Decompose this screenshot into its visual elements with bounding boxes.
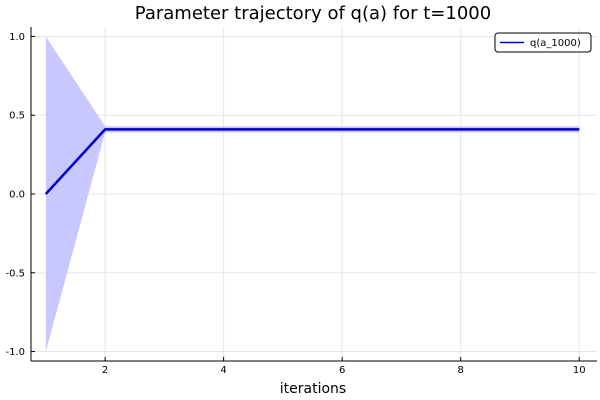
x-tick-label: 10 xyxy=(573,365,586,376)
x-tick-label: 2 xyxy=(102,365,108,376)
axes xyxy=(30,27,597,362)
x-tick-label: 8 xyxy=(457,365,463,376)
y-tick-label: -1.0 xyxy=(5,347,25,358)
y-tick-label: 0.5 xyxy=(9,111,25,122)
x-tick-label: 6 xyxy=(339,365,345,376)
y-tick-label: 0.0 xyxy=(9,190,25,201)
tick-labels: 2 4 6 8 10 -1.0 -0.5 0.0 0.5 1.0 xyxy=(5,32,585,376)
y-tick-label: 1.0 xyxy=(9,32,25,43)
y-tick-label: -0.5 xyxy=(5,268,25,279)
x-tick-label: 4 xyxy=(220,365,226,376)
legend: q(a_1000) xyxy=(494,32,592,53)
chart-title: Parameter trajectory of q(a) for t=1000 xyxy=(135,3,491,24)
legend-box xyxy=(494,32,592,53)
series-line xyxy=(44,128,580,195)
x-axis-label: iterations xyxy=(280,381,346,397)
legend-label: q(a_1000) xyxy=(530,38,581,49)
series-lines xyxy=(44,128,580,195)
